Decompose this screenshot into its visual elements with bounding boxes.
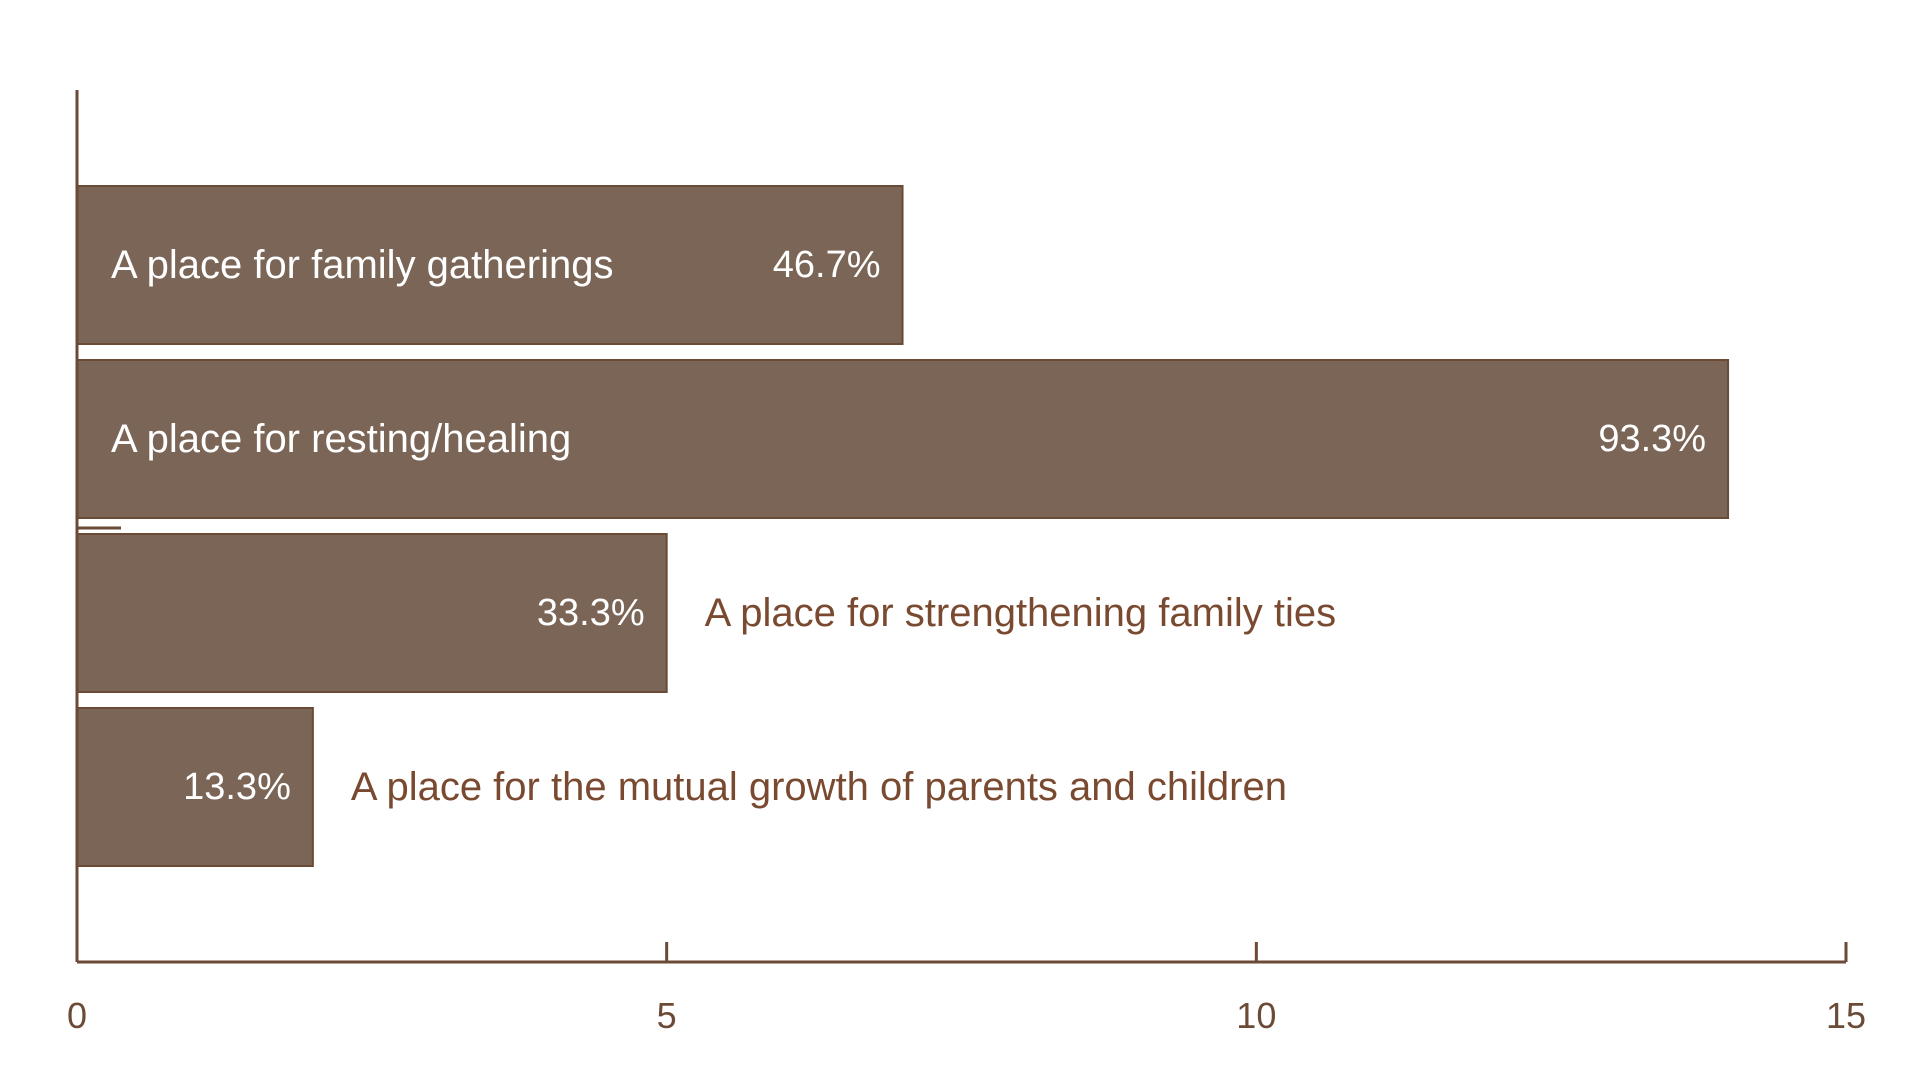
bar-0 xyxy=(76,185,904,345)
percent-label-1: 93.3% xyxy=(1598,418,1706,460)
percent-label-0: 46.7% xyxy=(773,244,881,286)
x-tick-label-0: 0 xyxy=(67,995,87,1036)
category-label-0: A place for family gatherings xyxy=(111,243,613,287)
percent-label-3: 13.3% xyxy=(183,766,291,808)
category-label-1: A place for resting/healing xyxy=(111,417,571,461)
category-label-2: A place for strengthening family ties xyxy=(705,591,1336,635)
x-tick-label-3: 15 xyxy=(1826,995,1866,1036)
category-label-3: A place for the mutual growth of parents… xyxy=(351,765,1287,809)
bar-3 xyxy=(76,707,314,867)
bar-2 xyxy=(76,533,668,693)
x-tick-label-1: 5 xyxy=(657,995,677,1036)
bar-1 xyxy=(76,359,1730,519)
x-tick-label-2: 10 xyxy=(1236,995,1276,1036)
percent-label-2: 33.3% xyxy=(537,592,645,634)
